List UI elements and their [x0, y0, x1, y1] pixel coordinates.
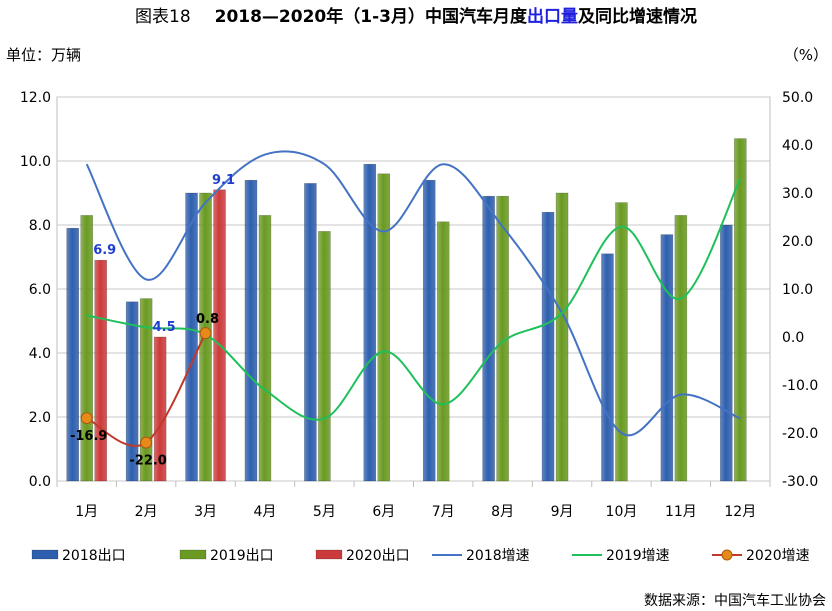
x-category-label: 5月 [313, 504, 336, 520]
bar-2018 [541, 211, 555, 482]
bar-2020-data-label: 6.9 [93, 243, 116, 258]
y-right-tick-label: 0.0 [782, 330, 804, 346]
y-right-tick-label: 10.0 [782, 282, 813, 298]
legend-label: 2020出口 [346, 548, 410, 564]
bar-2018 [363, 163, 377, 482]
x-category-label: 7月 [432, 504, 455, 520]
bar-2019 [139, 298, 153, 482]
line-2020-marker [199, 327, 212, 340]
title-prefix: 图表18 [135, 7, 191, 27]
bar-2019 [258, 215, 272, 482]
y-right-tick-label: 30.0 [782, 186, 813, 202]
x-category-label: 4月 [253, 504, 276, 520]
bar-2018 [304, 183, 317, 482]
legend-swatch [179, 549, 207, 560]
data-label-layer: 6.9 4.5 9.1 -16.9 -22.0 0.8 [70, 173, 235, 469]
line-2020-data-label: -16.9 [70, 429, 107, 444]
legend-label: 2019出口 [210, 548, 274, 564]
bar-2019 [615, 202, 628, 482]
title-main-after: 及同比增速情况 [578, 6, 697, 27]
bar-2020-data-label: 4.5 [153, 320, 176, 335]
bar-2018 [422, 179, 436, 482]
y-right-tick-label: -10.0 [782, 378, 818, 394]
x-category-label: 1月 [75, 504, 98, 520]
x-category-label: 3月 [194, 504, 217, 520]
y-left-tick-label: 0.0 [29, 474, 51, 490]
line-layer [80, 150, 742, 449]
x-category-label: 2月 [135, 504, 158, 520]
bar-2018 [482, 195, 495, 482]
title-main-highlight: 出口量 [527, 6, 578, 27]
x-category-label: 12月 [724, 504, 756, 520]
x-category-label: 6月 [372, 504, 395, 520]
bar-2018 [660, 234, 674, 482]
bar-2020 [213, 189, 226, 482]
y-left-tick-label: 2.0 [29, 410, 51, 426]
line-2020-data-label: -22.0 [129, 454, 166, 469]
y-right-tick-label: -30.0 [782, 474, 818, 490]
x-category-label: 8月 [491, 504, 514, 520]
title-main-before: 2018—2020年（1-3月）中国汽车月度 [215, 6, 528, 27]
bar-2018 [601, 253, 614, 482]
bar-2019 [377, 173, 391, 482]
bar-2018 [244, 179, 258, 482]
y-right-tick-label: 40.0 [782, 138, 813, 154]
bar-2020 [153, 336, 167, 482]
y-right-tick-label: -20.0 [782, 426, 818, 442]
bar-2018 [185, 192, 198, 482]
legend-swatch-marker [721, 549, 733, 561]
legend-swatch [315, 549, 343, 560]
legend-label: 2019增速 [606, 548, 670, 564]
y-right-tick-label: 20.0 [782, 234, 813, 250]
legend-swatch [31, 549, 59, 560]
line-2019-growth [86, 178, 742, 421]
chart-title: 图表18 2018—2020年（1-3月）中国汽车月度出口量及同比增速情况 [135, 6, 697, 27]
legend-label: 2018增速 [466, 548, 530, 564]
line-2018-growth [85, 150, 741, 437]
y-left-tick-label: 10.0 [20, 154, 51, 170]
bar-2019 [555, 192, 569, 482]
bar-2020-data-label: 9.1 [212, 173, 235, 188]
bar-2019 [436, 221, 450, 482]
y-right-tick-label: 50.0 [782, 90, 813, 106]
x-category-label: 11月 [665, 504, 697, 520]
bar-2019 [318, 231, 331, 482]
bar-layer [66, 138, 747, 482]
bar-2019 [674, 215, 688, 482]
axis-layer: 0.0 2.0 4.0 6.0 8.0 10.0 12.0 -30.0 -20.0 -10.0 0.… [20, 90, 818, 520]
unit-right-label: （%） [784, 46, 828, 64]
unit-left-label: 单位：万辆 [6, 46, 81, 64]
bar-2019 [734, 138, 747, 482]
y-left-tick-label: 12.0 [20, 90, 51, 106]
line-2020-marker [140, 436, 153, 449]
y-left-tick-label: 6.0 [29, 282, 51, 298]
legend-label: 2020增速 [746, 548, 810, 564]
y-left-tick-label: 8.0 [29, 218, 51, 234]
source-note: 数据来源：中国汽车工业协会 [644, 592, 826, 609]
bar-2018 [66, 227, 79, 482]
legend: 2018出口 2019出口 2020出口 2018增速 2019增速 2020增速 [31, 548, 810, 564]
x-category-label: 9月 [551, 504, 574, 520]
line-2020-data-label: 0.8 [196, 312, 219, 327]
bar-2018 [720, 224, 733, 482]
bar-2018 [125, 301, 139, 482]
y-left-tick-label: 4.0 [29, 346, 51, 362]
x-category-label: 10月 [606, 504, 638, 520]
bar-2020 [94, 259, 107, 482]
legend-label: 2018出口 [62, 548, 126, 564]
line-2020-marker [80, 412, 93, 425]
